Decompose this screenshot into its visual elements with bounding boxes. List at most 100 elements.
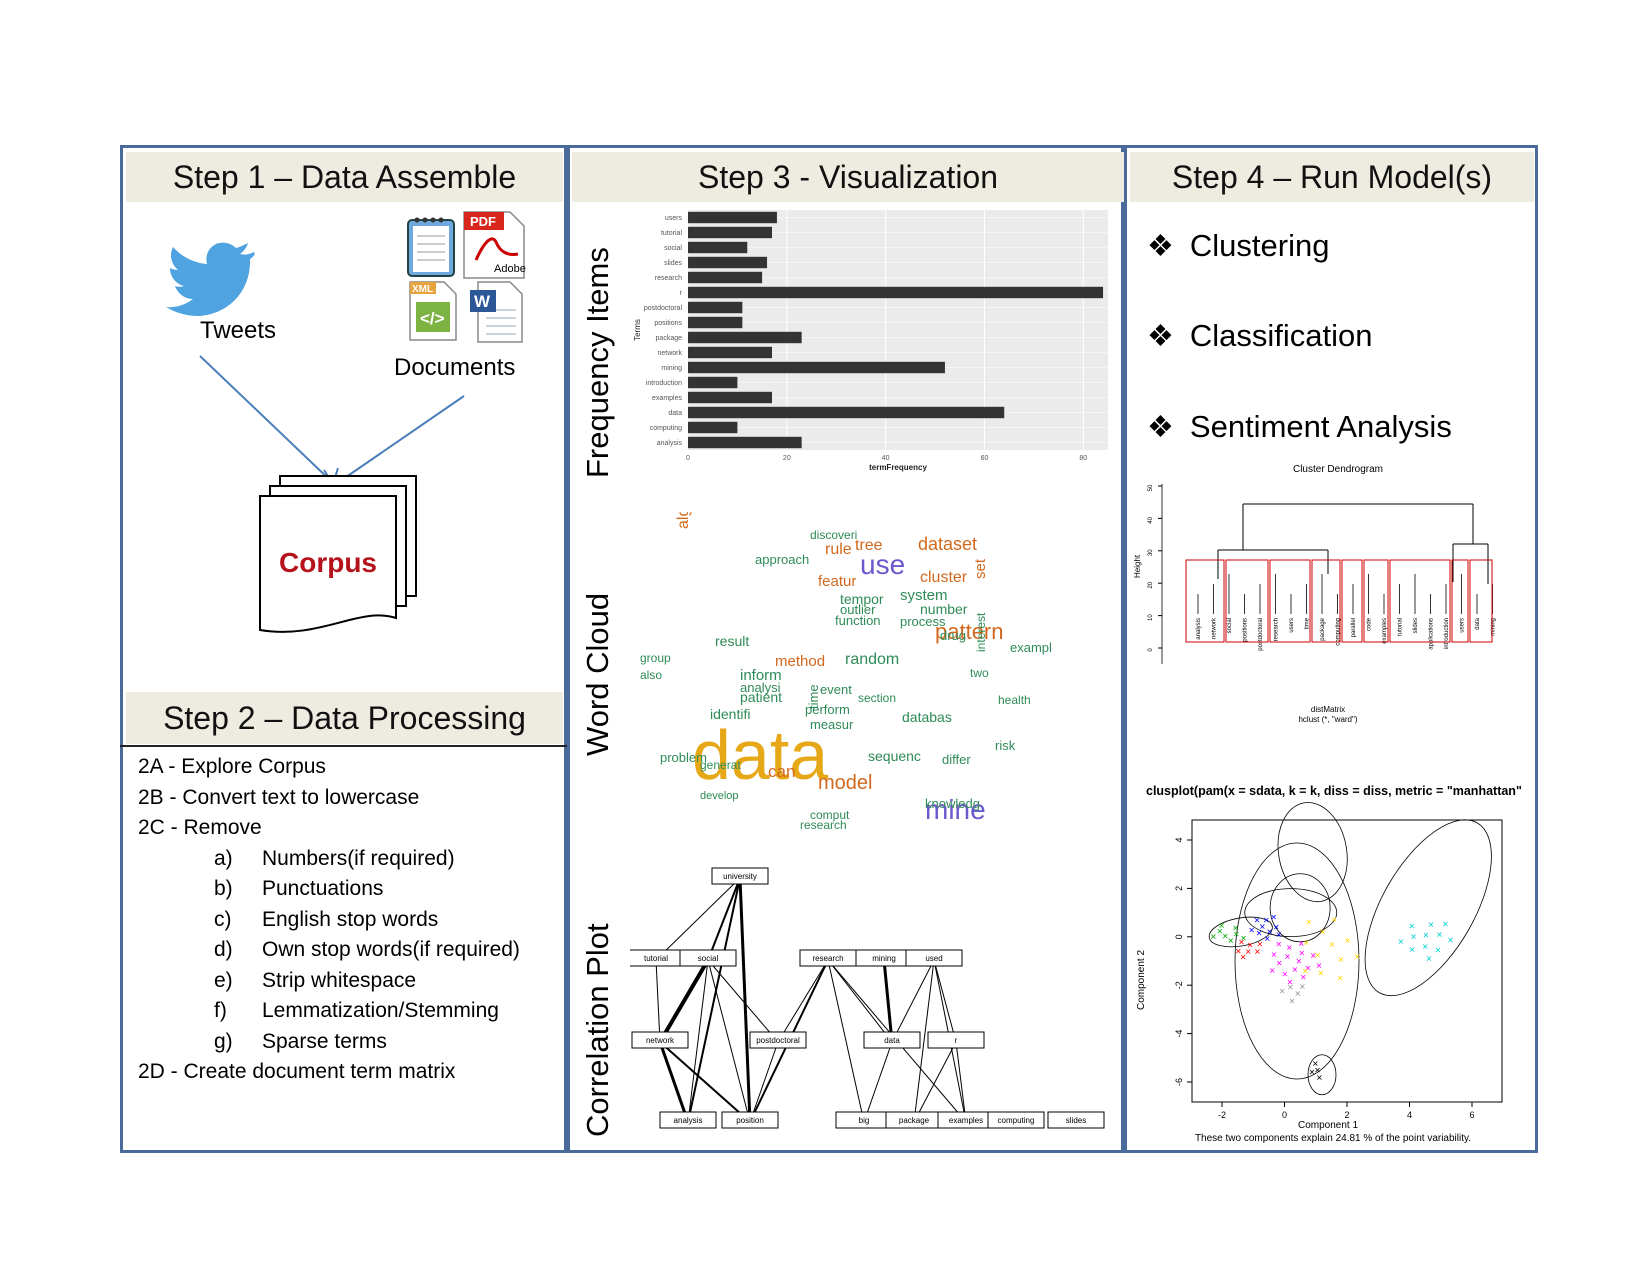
tweets-arrow [199,355,333,483]
data-point: ✕ [1291,966,1298,975]
clusplot-chart: Component 1 Component 2 These two compon… [1136,802,1503,1144]
data-point: ✕ [1216,927,1223,936]
word-cloud-term: model [818,772,872,794]
model-item-classification: ❖ Classification [1147,318,1373,353]
word-cloud-term: featur [818,573,856,590]
data-point: ✕ [1422,943,1429,952]
y-tick-label: tutorial [661,230,682,237]
cluster-box [1341,559,1363,643]
data-point: ✕ [1240,934,1247,943]
dendrogram-leaf-label: mining [1491,618,1497,636]
word-cloud-term: event [820,682,852,697]
step2-subitem: e) Strip whitespace [214,968,417,992]
correlation-edge [687,877,741,1123]
step2-item: 2D - Create document term matrix [138,1060,456,1083]
cluster-box [1363,559,1389,643]
correlation-edge [913,1041,957,1123]
correlation-edge [659,1041,751,1123]
y-tick-label: analysis [657,440,683,447]
correlation-edge [933,959,957,1043]
clusplot-xlabel: Component 1 [1298,1120,1358,1131]
cluster-ellipse [1269,873,1331,943]
step2-item: 2B - Convert text to lowercase [138,785,420,809]
bar [688,346,772,359]
word-cloud-term: risk [995,738,1016,753]
word-cloud-term: patient [740,689,782,705]
data-point: ✕ [1428,921,1435,930]
model-item-sentiment: ❖ Sentiment Analysis [1147,409,1452,444]
data-point: ✕ [1410,933,1417,942]
correlation-node [749,1031,807,1049]
data-point: ✕ [1442,920,1449,929]
step4-title: Step 4 – Run Model(s) [1130,152,1534,202]
dendrogram-leaf-label: research [1274,618,1280,641]
word-cloud-term: interest [974,612,988,652]
diamond-bullet-icon: ❖ [1147,230,1174,263]
x-tick-label: 0 [1282,1110,1287,1120]
word-cloud-term: sequenc [868,748,921,764]
correlation-edge [749,1041,779,1123]
data-point: ✕ [1266,927,1273,936]
data-point: ✕ [1210,933,1217,942]
svg-text:XML: XML [412,284,433,295]
step1-illustration: Tweets PDF Adobe XML </> W Documents [166,211,526,633]
data-point: ✕ [1245,947,1252,956]
correlation-edge [687,959,709,1123]
correlation-node-label: package [899,1116,930,1125]
word-cloud-term: function [835,613,881,628]
step2-list: 2A - Explore Corpus 2B - Convert text to… [138,752,558,1088]
step2-subitem: f) Lemmatization/Stemming [214,999,499,1022]
word-cloud-term: measur [810,717,854,732]
data-point: ✕ [1222,932,1229,941]
data-point: ✕ [1314,1066,1321,1075]
correlation-node-label: big [859,1116,870,1125]
data-point: ✕ [1254,916,1261,925]
documents-label: Documents [394,354,515,381]
correlation-node [927,1031,985,1049]
dendrogram-title: Cluster Dendrogram [1293,464,1383,475]
data-point: ✕ [1271,950,1278,959]
data-point: ✕ [1354,952,1361,961]
data-point: ✕ [1254,947,1261,956]
clusplot-caption: These two components explain 24.81 % of … [1195,1133,1471,1144]
data-point: ✕ [1240,953,1247,962]
correlation-edge [955,1041,967,1123]
word-cloud-term: research [800,818,847,832]
data-point: ✕ [1289,997,1296,1006]
correlation-node-label: mining [872,954,896,963]
correlation-node-label: tutorial [644,954,668,963]
bar [688,211,777,224]
data-point: ✕ [1264,935,1271,944]
diamond-bullet-icon: ❖ [1147,411,1174,444]
word-cloud-term: databas [902,709,952,725]
y-tick-label: 30 [1148,549,1154,556]
cluster-dendrogram: Cluster Dendrogram Height distMatrix hcl… [1133,464,1497,724]
dendrogram-leaf-label: computing [1336,618,1342,646]
word-cloud-term: cluster [920,569,968,586]
data-point: ✕ [1275,940,1282,949]
data-point: ✕ [1426,955,1433,964]
correlation-node [631,1031,689,1049]
dendrogram-leaf-label: introduction [1444,618,1450,649]
correlation-node [987,1111,1045,1129]
bar [688,406,1005,419]
data-point: ✕ [1282,970,1289,979]
notepad-icon [407,217,455,277]
data-point: ✕ [1286,944,1293,953]
y-tick-label: research [655,275,682,282]
data-point: ✕ [1302,967,1309,976]
cluster-box [1389,559,1451,643]
data-point: ✕ [1316,962,1323,971]
corpus-label: Corpus [279,547,377,578]
correlation-node-label: research [812,954,843,963]
dendrogram-leaf-label: users [1289,618,1295,633]
word-cloud-term: process [900,614,946,629]
word-cloud: data mine use pattern dataset cluster model can… [640,512,1052,832]
data-point: ✕ [1287,978,1294,987]
bar [688,391,772,404]
data-point: ✕ [1409,945,1416,954]
step1-title: Step 1 – Data Assemble [126,152,563,202]
data-point: ✕ [1398,938,1405,947]
x-tick-label: 6 [1469,1110,1474,1120]
correlation-edge [658,958,710,1044]
